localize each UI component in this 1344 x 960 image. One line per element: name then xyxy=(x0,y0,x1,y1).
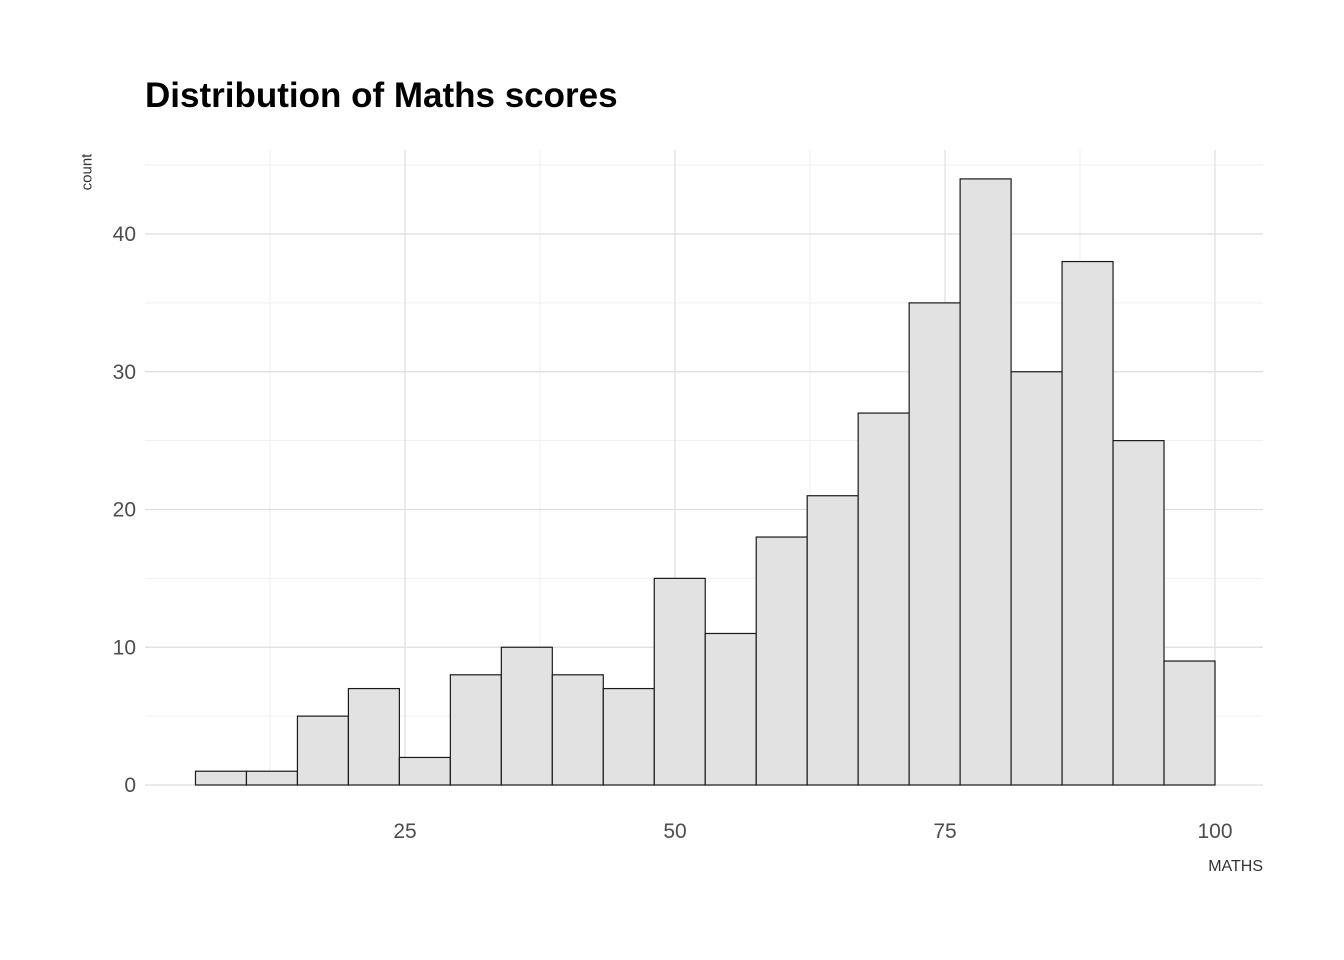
x-axis-label: MATHS xyxy=(1208,858,1263,875)
histogram-bar xyxy=(755,536,808,786)
histogram-bar xyxy=(1010,371,1063,786)
histogram-bar xyxy=(959,178,1012,786)
histogram-bar xyxy=(806,495,859,786)
histogram-bar xyxy=(857,412,910,786)
histogram-bar xyxy=(449,674,502,786)
y-tick-label: 0 xyxy=(124,774,136,797)
histogram-bar xyxy=(296,715,350,786)
x-tick-label: 100 xyxy=(1197,820,1232,843)
histogram-bar xyxy=(551,674,604,786)
y-tick-label: 30 xyxy=(113,361,136,384)
histogram-bar xyxy=(1112,440,1165,786)
histogram-bar xyxy=(704,632,757,786)
y-tick-label: 10 xyxy=(113,636,136,659)
histogram-bar xyxy=(347,687,400,786)
histogram-bar xyxy=(602,687,655,786)
y-tick-label: 20 xyxy=(113,499,136,522)
histogram-bar xyxy=(398,756,451,786)
x-tick-label: 75 xyxy=(933,820,956,843)
y-tick-label: 40 xyxy=(113,223,136,246)
histogram-bar xyxy=(1061,260,1114,786)
x-tick-label: 25 xyxy=(393,820,416,843)
chart-title: Distribution of Maths scores xyxy=(145,76,618,115)
histogram-bar xyxy=(908,302,961,786)
histogram-bar xyxy=(194,770,248,786)
x-tick-label: 50 xyxy=(663,820,686,843)
histogram-bar xyxy=(653,577,706,786)
histogram-bar xyxy=(245,770,299,786)
histogram-bar xyxy=(1163,660,1216,786)
histogram-bar xyxy=(500,646,553,786)
